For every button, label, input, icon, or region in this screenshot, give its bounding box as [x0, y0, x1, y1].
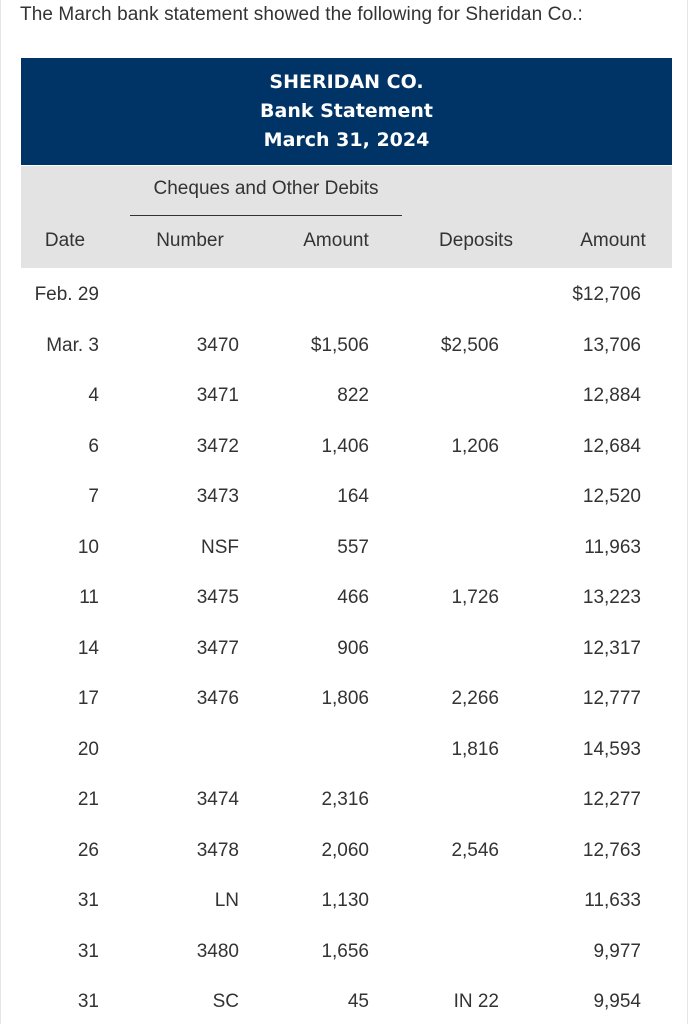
statement-header: SHERIDAN CO. Bank Statement March 31, 20… — [21, 58, 672, 165]
table-row: Mar. 3 3470 $1,506 $2,506 13,706 — [21, 321, 672, 372]
row-number: NSF — [201, 536, 239, 558]
row-amount: 466 — [337, 587, 369, 608]
row-deposit: 2,546 — [451, 839, 499, 861]
table-row: 31 3480 1,656 9,977 — [21, 927, 672, 978]
table-row: Feb. 29 $12,706 — [21, 270, 672, 321]
row-number: LN — [214, 890, 239, 911]
row-amount: 906 — [337, 637, 369, 659]
row-date: Feb. 29 — [34, 284, 99, 305]
row-date: 10 — [77, 536, 99, 558]
column-deposits: Deposits — [439, 230, 513, 251]
debits-group-label: Cheques and Other Debits — [153, 178, 379, 199]
row-number: 3478 — [196, 839, 239, 861]
table-row: 6 3472 1,406 1,206 12,684 — [21, 422, 672, 473]
row-amount: 2,316 — [321, 789, 369, 810]
row-balance: 9,954 — [593, 991, 641, 1012]
row-balance: 11,963 — [584, 536, 641, 558]
table-row: 4 3471 822 12,884 — [21, 371, 672, 422]
row-date: 11 — [79, 587, 99, 608]
row-date: 14 — [77, 637, 99, 659]
row-number: 3475 — [196, 587, 239, 608]
row-balance: 12,763 — [582, 839, 641, 861]
row-amount: 164 — [337, 486, 369, 507]
row-amount: 1,130 — [321, 890, 369, 911]
table-row: 31 LN 1,130 11,633 — [21, 876, 672, 927]
row-balance: 12,884 — [582, 385, 641, 406]
row-balance: 9,977 — [593, 940, 641, 962]
row-number: 3472 — [196, 435, 239, 457]
row-deposit: 1,206 — [451, 435, 499, 457]
row-date: 4 — [88, 385, 99, 406]
row-date: 31 — [77, 991, 99, 1012]
row-amount: $1,506 — [310, 334, 369, 356]
row-balance: 12,277 — [582, 789, 641, 810]
row-date: 7 — [88, 486, 99, 507]
table-row: 10 NSF 557 11,963 — [21, 523, 672, 574]
row-number: 3480 — [196, 940, 239, 962]
column-balance: Amount — [580, 230, 646, 251]
row-deposit: 1,816 — [451, 738, 499, 760]
statement-rows: Feb. 29 $12,706 Mar. 3 3470 $1,506 $2,50… — [21, 270, 672, 1028]
row-amount: 1,406 — [321, 435, 369, 457]
row-balance: 13,706 — [582, 334, 641, 356]
row-deposit: IN 22 — [453, 991, 499, 1012]
row-amount: 1,656 — [321, 940, 369, 962]
row-number: 3477 — [196, 637, 239, 659]
row-amount: 1,806 — [321, 688, 369, 709]
row-balance: 11,633 — [584, 890, 641, 911]
row-date: 31 — [77, 940, 99, 962]
row-balance: 14,593 — [582, 738, 641, 760]
statement-title: Bank Statement — [260, 100, 433, 122]
table-row: 20 1,816 14,593 — [21, 725, 672, 776]
row-number: 3476 — [196, 688, 239, 709]
row-amount: 822 — [337, 385, 369, 406]
table-row: 11 3475 466 1,726 13,223 — [21, 573, 672, 624]
table-row: 31 SC 45 IN 22 9,954 — [21, 977, 672, 1028]
column-header: Cheques and Other Debits Date Number Amo… — [21, 166, 672, 268]
row-deposit: 1,726 — [451, 587, 499, 608]
row-balance: 12,317 — [582, 637, 641, 659]
row-number: 3470 — [196, 334, 239, 356]
table-row: 17 3476 1,806 2,266 12,777 — [21, 674, 672, 725]
row-number: 3471 — [196, 385, 239, 406]
row-balance: $12,706 — [572, 284, 641, 305]
table-row: 14 3477 906 12,317 — [21, 624, 672, 675]
row-number: 3474 — [196, 789, 239, 810]
row-date: 21 — [77, 789, 99, 810]
row-balance: 12,520 — [582, 486, 641, 507]
row-amount: 557 — [337, 536, 369, 558]
row-date: 31 — [77, 890, 99, 911]
statement-date: March 31, 2024 — [263, 129, 430, 151]
row-amount: 2,060 — [321, 839, 369, 861]
row-date: Mar. 3 — [46, 334, 99, 356]
row-balance: 13,223 — [582, 587, 641, 608]
row-number: 3473 — [196, 486, 239, 507]
table-row: 21 3474 2,316 12,277 — [21, 775, 672, 826]
row-balance: 12,684 — [582, 435, 641, 457]
row-date: 20 — [77, 738, 99, 760]
row-deposit: 2,266 — [451, 688, 499, 709]
intro-text: The March bank statement showed the foll… — [20, 4, 583, 25]
column-date: Date — [44, 230, 86, 251]
row-balance: 12,777 — [582, 688, 641, 709]
row-date: 17 — [77, 688, 99, 709]
row-date: 6 — [88, 435, 99, 457]
debits-group-underline — [130, 215, 402, 216]
row-amount: 45 — [347, 991, 369, 1012]
row-date: 26 — [77, 839, 99, 861]
row-number: SC — [212, 991, 239, 1012]
table-row: 26 3478 2,060 2,546 12,763 — [21, 826, 672, 877]
column-number: Number — [156, 230, 224, 251]
column-amount: Amount — [303, 230, 369, 251]
table-row: 7 3473 164 12,520 — [21, 472, 672, 523]
company-name: SHERIDAN CO. — [269, 71, 424, 93]
row-deposit: $2,506 — [440, 334, 499, 356]
